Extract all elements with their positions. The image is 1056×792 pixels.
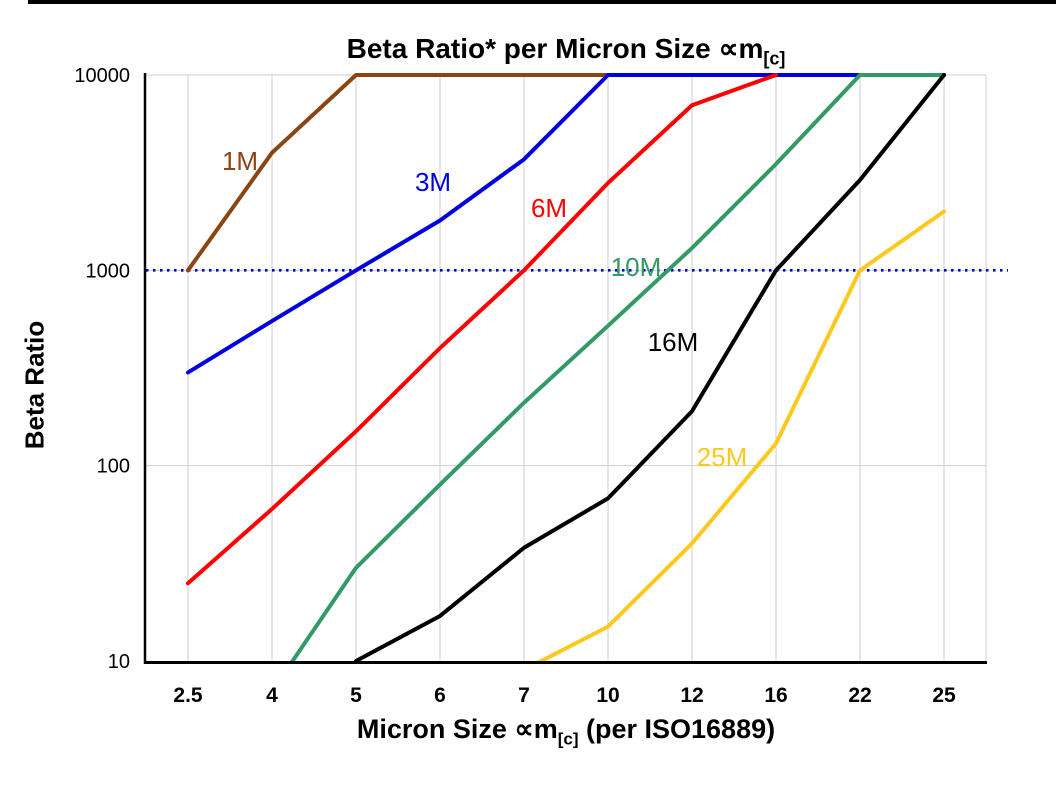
x-axis-title: Micron Size ∝m[c] (per ISO16889)	[146, 714, 986, 749]
series-line-6M	[186, 73, 778, 586]
x-tick-label: 25	[932, 684, 956, 707]
x-tick-label: 16	[764, 684, 787, 707]
chart-title-subscript: [c]	[763, 48, 786, 69]
x-tick-labels: 2.5 4 5 6 7 10 12 16 22 25	[173, 684, 956, 707]
series-line-25M	[533, 209, 946, 663]
x-tick-label: 4	[266, 684, 278, 707]
series-label-1M: 1M	[222, 146, 258, 176]
x-tick-label: 6	[434, 684, 446, 707]
series-line-10M	[288, 73, 946, 663]
axes	[143, 73, 987, 664]
x-tick-label: 7	[518, 684, 530, 707]
gridlines	[146, 74, 987, 661]
x-axis-title-suffix: (per ISO16889)	[578, 714, 776, 744]
y-tick-label: 1000	[86, 260, 131, 282]
series-label-6M: 6M	[531, 193, 567, 223]
series-label-3M: 3M	[415, 167, 451, 197]
series-label-10M: 10M	[611, 252, 662, 282]
series-lines	[186, 73, 946, 663]
chart-title: Beta Ratio* per Micron Size ∝m[c]	[146, 32, 986, 70]
x-axis-title-main: Micron Size ∝m	[356, 714, 558, 744]
x-tick-label: 5	[350, 684, 362, 707]
series-label-25M: 25M	[697, 442, 748, 472]
y-tick-label: 10000	[74, 65, 130, 87]
frame-top-border	[28, 0, 1056, 4]
chart-title-main: Beta Ratio* per Micron Size ∝m	[346, 33, 764, 64]
series-line-16M	[354, 73, 946, 663]
x-tick-label: 10	[596, 684, 619, 707]
x-axis-title-subscript: [c]	[557, 729, 579, 749]
series-label-16M: 16M	[648, 327, 699, 357]
y-tick-label: 10	[108, 651, 130, 673]
x-tick-label: 12	[680, 684, 703, 707]
x-tick-label: 2.5	[173, 684, 203, 707]
series-line-3M	[186, 73, 946, 375]
y-tick-label: 100	[97, 456, 130, 478]
x-tick-label: 22	[848, 684, 871, 707]
y-tick-labels: 10 100 1000 10000	[74, 65, 130, 673]
series-labels: 1M 3M 6M 10M 16M 25M	[222, 146, 747, 472]
